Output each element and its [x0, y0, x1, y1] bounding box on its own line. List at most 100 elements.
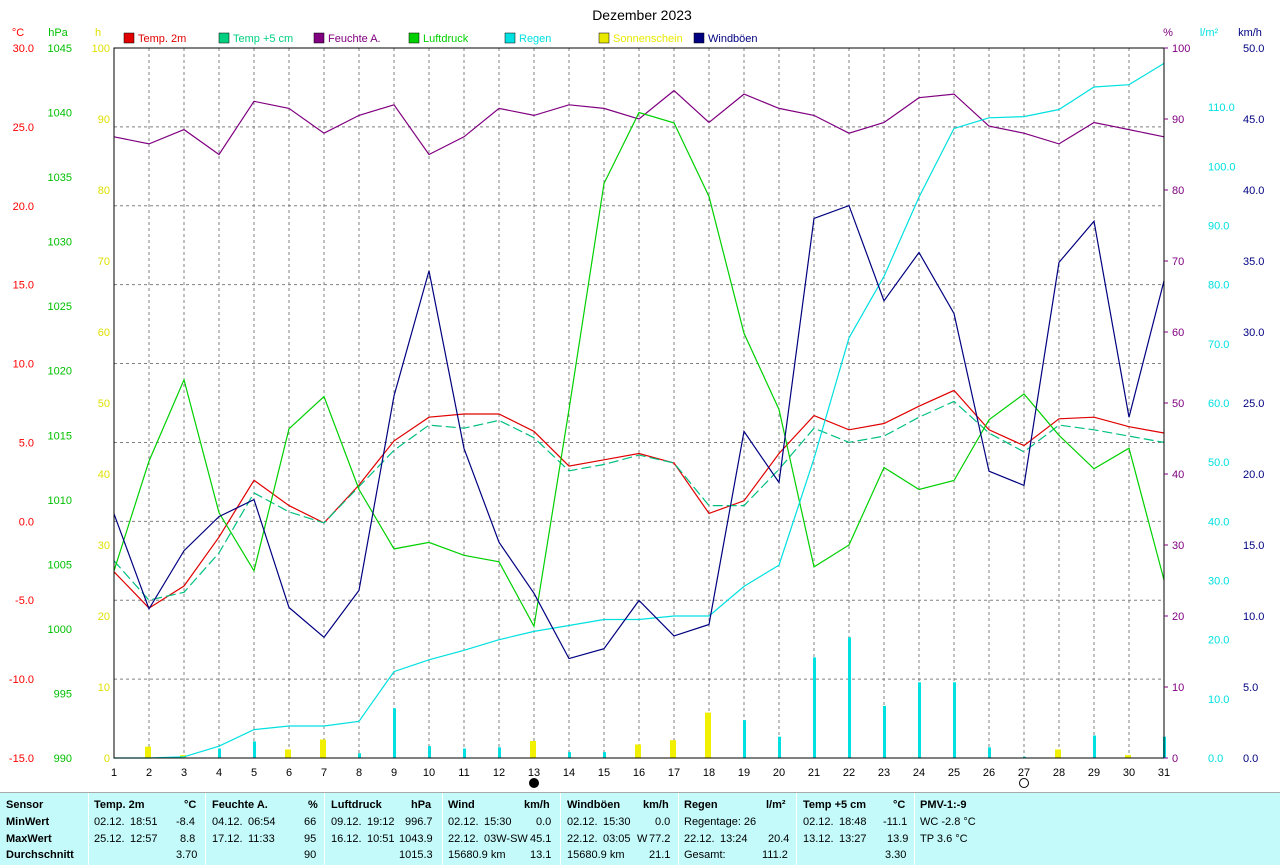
humidity-tick-label: 90	[1172, 114, 1184, 126]
sunshine-bar	[320, 739, 326, 758]
humidity-tick-label: 70	[1172, 256, 1184, 268]
legend-label: Luftdruck	[423, 33, 469, 45]
rain-bar	[603, 752, 606, 758]
x-tick-label: 1	[111, 767, 117, 779]
rain-tick-label: 30.0	[1208, 576, 1229, 588]
rain-bar	[1093, 735, 1096, 758]
wind-tick-label: 50.0	[1243, 43, 1264, 55]
x-tick-label: 11	[458, 767, 469, 779]
rain-bar	[253, 741, 256, 758]
sunshine-bar	[635, 744, 641, 758]
x-tick-label: 10	[423, 767, 435, 779]
stats-rain: Regen l/m² Regentage: 26 22.12. 13:24 20…	[684, 799, 790, 861]
humidity-tick-label: 80	[1172, 185, 1184, 197]
x-tick-label: 27	[1018, 767, 1030, 779]
rain-tick-label: 90.0	[1208, 221, 1229, 233]
temp-unit-label: °C	[12, 27, 24, 39]
humidity-tick-label: 50	[1172, 398, 1184, 410]
rain-tick-label: 110.0	[1208, 102, 1235, 114]
rain-bar	[743, 720, 746, 758]
stats-wind: Wind km/h 02.12. 15:30 0.0 22.12. 03W-SW…	[448, 799, 552, 861]
x-tick-label: 26	[983, 767, 995, 779]
stats-gusts: Windböen km/h 02.12. 15:30 0.0 22.12. 03…	[567, 799, 671, 861]
wind-tick-label: 45.0	[1243, 114, 1264, 126]
pressure-tick-label: 1005	[48, 559, 72, 571]
weather-chart: Dezember 2023 30.025.020.015.010.05.00.0…	[8, 7, 1265, 788]
wind-tick-label: 20.0	[1243, 469, 1264, 481]
sunshine-bar	[670, 740, 676, 758]
sunshine-tick-label: 80	[98, 185, 110, 197]
full-moon-icon	[1019, 778, 1029, 788]
rain-tick-label: 0.0	[1208, 753, 1223, 765]
humidity-tick-label: 0	[1172, 753, 1178, 765]
sunshine-bar	[145, 746, 151, 758]
humidity-tick-label: 10	[1172, 682, 1184, 694]
series-line	[113, 389, 1165, 609]
sunshine-bar	[285, 749, 291, 758]
x-tick-label: 21	[808, 767, 820, 779]
pressure-tick-label: 1045	[48, 43, 72, 55]
stats-row-label: Durchschnitt	[6, 849, 74, 861]
x-tick-label: 12	[493, 767, 505, 779]
temp-tick-label: 0.0	[19, 516, 34, 528]
legend-label: Feuchte A.	[328, 33, 381, 45]
moon-phases	[529, 778, 1029, 788]
legend-swatch	[408, 32, 420, 44]
rain-bar	[428, 746, 431, 758]
rain-bar	[918, 682, 921, 758]
wind-tick-label: 35.0	[1243, 256, 1264, 268]
sunshine-bar	[705, 712, 711, 758]
x-tick-label: 30	[1123, 767, 1135, 779]
rain-bar	[883, 705, 886, 758]
legend-label: Windböen	[708, 33, 758, 45]
legend-label: Sonnenschein	[613, 33, 683, 45]
x-tick-label: 5	[251, 767, 257, 779]
legend-swatch	[123, 32, 135, 44]
x-tick-label: 18	[703, 767, 715, 779]
wind-tick-label: 30.0	[1243, 327, 1264, 339]
pressure-tick-label: 990	[54, 753, 72, 765]
sunshine-bar	[530, 740, 536, 758]
humidity-tick-label: 60	[1172, 327, 1184, 339]
humidity-tick-label: 100	[1172, 43, 1190, 55]
statistics-panel: Sensor MinWert MaxWert Durchschnitt Temp…	[0, 792, 1280, 865]
series-line	[113, 204, 1165, 660]
x-tick-label: 17	[668, 767, 680, 779]
pressure-tick-label: 1030	[48, 237, 72, 249]
humidity-tick-label: 20	[1172, 611, 1184, 623]
x-tick-label: 25	[948, 767, 960, 779]
humidity-tick-label: 30	[1172, 540, 1184, 552]
rain-bar	[463, 748, 466, 758]
rain-tick-label: 80.0	[1208, 280, 1229, 292]
sunshine-tick-label: 50	[98, 398, 110, 410]
x-tick-label: 14	[563, 767, 575, 779]
x-tick-label: 31	[1158, 767, 1170, 779]
stats-header: Sensor	[6, 799, 44, 811]
temp-tick-label: -10.0	[9, 674, 34, 686]
sunshine-tick-label: 0	[104, 753, 110, 765]
sunshine-tick-label: 20	[98, 611, 110, 623]
series-line	[113, 89, 1165, 156]
stats-sensor: Sensor MinWert MaxWert Durchschnitt	[6, 793, 86, 865]
stats-pmv: PMV-1:-9 WC -2.8 °C TP 3.6 °C	[920, 799, 976, 845]
x-tick-label: 6	[286, 767, 292, 779]
pressure-tick-label: 995	[54, 688, 72, 700]
x-tick-label: 24	[913, 767, 925, 779]
stats-temp2m: Temp. 2m °C 02.12. 18:51 -8.4 25.12. 12:…	[94, 799, 198, 861]
rain-tick-label: 20.0	[1208, 635, 1229, 647]
pressure-tick-label: 1020	[48, 366, 72, 378]
stats-pressure: Luftdruck hPa 09.12. 19:12 996.7 16.12. …	[331, 799, 433, 861]
legend-label: Temp. 2m	[138, 33, 186, 45]
rain-bar	[218, 748, 221, 758]
rain-bar	[1023, 756, 1026, 758]
sunshine-tick-label: 10	[98, 682, 110, 694]
legend: Temp. 2m Temp +5 cm Feuchte A. Luftdruck Reg…	[123, 32, 758, 45]
rain-bar	[568, 752, 571, 758]
legend-swatch	[504, 32, 516, 44]
rain-unit-label: l/m²	[1200, 27, 1219, 39]
axes-layer: 30.025.020.015.010.05.00.0-5.0-10.0-15.0…	[9, 27, 1265, 779]
legend-swatch	[313, 32, 325, 44]
rain-tick-label: 40.0	[1208, 516, 1229, 528]
wind-tick-label: 0.0	[1243, 753, 1258, 765]
legend-label: Temp +5 cm	[233, 33, 293, 45]
